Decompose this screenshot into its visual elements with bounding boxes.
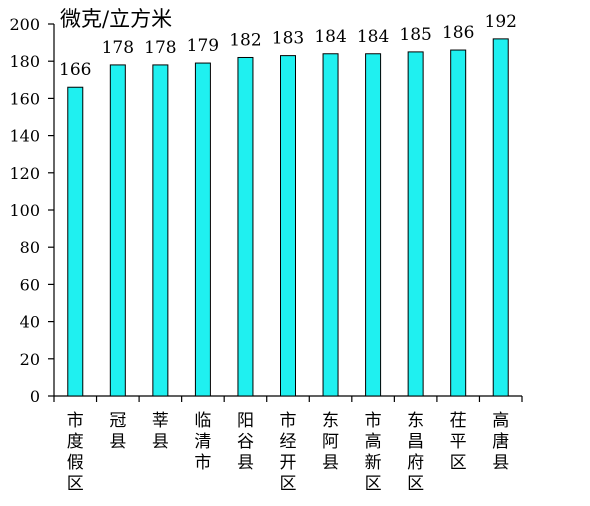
bar bbox=[450, 49, 467, 397]
bar-value-label: 186 bbox=[442, 23, 474, 43]
bar bbox=[322, 53, 339, 397]
bar-values: 166 178 178 179 182 183 184 184 185 186 192 bbox=[59, 12, 517, 80]
category-label: 东阿县 bbox=[322, 411, 339, 473]
bar-value-label: 182 bbox=[229, 30, 261, 50]
bar bbox=[407, 51, 424, 397]
y-tick-label: 160 bbox=[9, 89, 40, 108]
bar bbox=[492, 38, 509, 397]
y-tick-label: 40 bbox=[20, 313, 40, 332]
y-tick-label: 120 bbox=[9, 164, 40, 183]
bar bbox=[237, 56, 254, 397]
bar-value-label: 178 bbox=[144, 38, 176, 58]
bar bbox=[67, 86, 84, 397]
bar bbox=[152, 64, 169, 397]
y-tick-label: 20 bbox=[20, 350, 40, 369]
y-axis-unit-label: 微克/立方米 bbox=[60, 7, 172, 31]
bar bbox=[365, 53, 382, 397]
bar-value-label: 192 bbox=[485, 12, 517, 32]
category-label: 市经开区 bbox=[280, 411, 297, 494]
category-label: 市度假区 bbox=[67, 411, 84, 494]
bar bbox=[194, 62, 211, 397]
y-tick-label: 180 bbox=[9, 52, 40, 71]
bar-value-label: 179 bbox=[187, 36, 219, 56]
category-label: 东昌府区 bbox=[407, 411, 424, 494]
category-label: 高唐县 bbox=[492, 411, 509, 473]
bar-value-label: 184 bbox=[357, 27, 389, 47]
category-label: 茌平区 bbox=[450, 411, 467, 473]
y-tick-label: 200 bbox=[9, 15, 40, 34]
bar-value-label: 178 bbox=[102, 38, 134, 58]
bar bbox=[280, 55, 296, 397]
category-label: 市高新区 bbox=[365, 411, 382, 494]
bars bbox=[67, 38, 509, 397]
y-tick-label: 80 bbox=[20, 238, 40, 257]
y-ticks: 0 20 40 60 80 100 120 140 160 180 200 bbox=[9, 15, 54, 406]
category-label: 临清市 bbox=[194, 411, 211, 473]
category-label: 冠县 bbox=[109, 411, 126, 452]
y-tick-label: 100 bbox=[9, 201, 40, 220]
y-tick-label: 0 bbox=[30, 387, 40, 406]
x-ticks bbox=[53, 396, 523, 402]
category-label: 莘县 bbox=[152, 411, 169, 452]
category-label: 阳谷县 bbox=[237, 411, 254, 473]
bar-value-label: 184 bbox=[314, 27, 346, 47]
bar-value-label: 166 bbox=[59, 60, 91, 80]
bar-value-label: 183 bbox=[272, 29, 304, 49]
y-tick-label: 140 bbox=[9, 127, 40, 146]
bar bbox=[109, 64, 126, 397]
y-tick-label: 60 bbox=[20, 275, 40, 294]
bar-value-label: 185 bbox=[399, 25, 431, 45]
